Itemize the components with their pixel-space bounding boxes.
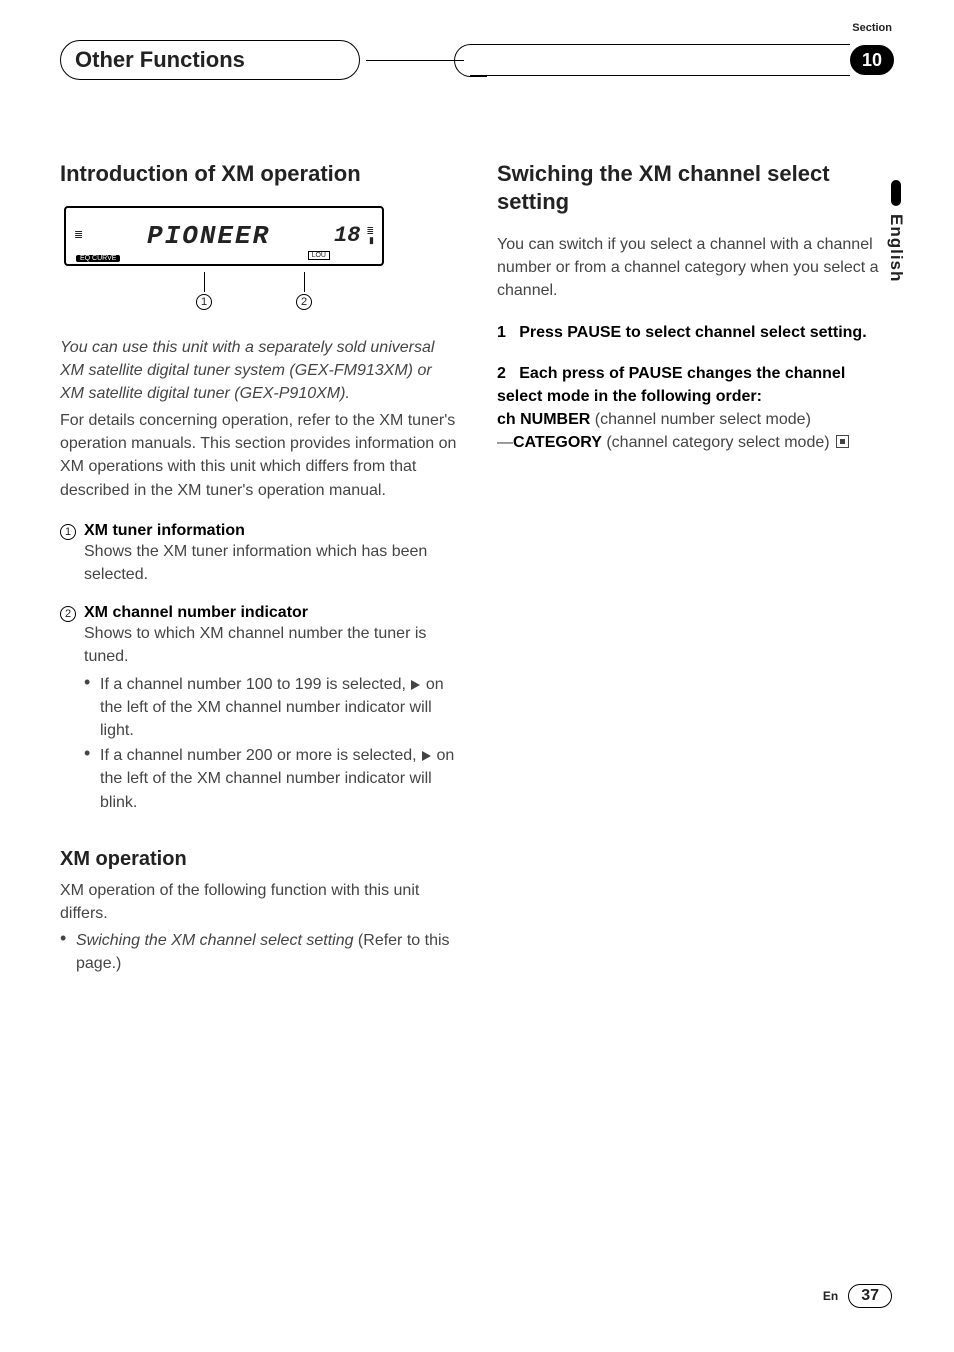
header-divider — [366, 60, 464, 61]
content-columns: Introduction of XM operation ≣ PIONEER 1… — [60, 160, 894, 975]
lcd-right-icons: ≣▮ — [366, 227, 374, 245]
footer-page-number: 37 — [848, 1284, 892, 1308]
header-title: Other Functions — [75, 47, 245, 72]
left-column: Introduction of XM operation ≣ PIONEER 1… — [60, 160, 457, 975]
xmop-body: XM operation of the following function w… — [60, 879, 457, 925]
def-item-2: 2 XM channel number indicator Shows to w… — [60, 604, 457, 814]
xmop-bullet-list: Swiching the XM channel select setting (… — [60, 929, 457, 975]
def1-marker: 1 — [60, 524, 76, 540]
step2-text: Each press of PAUSE changes the channel … — [497, 365, 845, 405]
page-footer: En 37 — [823, 1284, 892, 1308]
play-icon — [422, 751, 431, 761]
footer-lang: En — [823, 1289, 838, 1303]
step2-line1: ch NUMBER (channel number select mode) — [497, 408, 894, 431]
lcd-display-illustration: ≣ PIONEER 18 ≣▮ EQ CURVE LOU — [64, 206, 384, 266]
intro-body-text: For details concerning operation, refer … — [60, 409, 457, 502]
page-header: Other Functions 10 — [60, 40, 894, 80]
step2-num: 2 — [497, 365, 506, 382]
section-number-badge: 10 — [850, 45, 894, 75]
def2-bullet-2: If a channel number 200 or more is selec… — [84, 744, 457, 814]
category-label: CATEGORY — [513, 434, 602, 451]
lcd-main-text: PIONEER — [89, 221, 328, 251]
callout-2-num: 2 — [296, 294, 312, 310]
lcd-eq-label: EQ CURVE — [76, 255, 120, 262]
dash: — — [497, 434, 513, 451]
intro-italic-text: You can use this unit with a separately … — [60, 336, 457, 406]
language-tab-bar — [891, 180, 901, 206]
header-right-curve — [470, 44, 850, 76]
definition-list: 1 XM tuner information Shows the XM tune… — [60, 522, 457, 814]
def-item-1: 1 XM tuner information Shows the XM tune… — [60, 522, 457, 586]
xmop-bullet: Swiching the XM channel select setting (… — [60, 929, 457, 975]
step-1: 1 Press PAUSE to select channel select s… — [497, 321, 894, 344]
heading-xm-operation: XM operation — [60, 848, 457, 871]
lcd-callouts: 1 2 — [64, 272, 384, 310]
def2-marker: 2 — [60, 606, 76, 622]
lcd-lou-label: LOU — [308, 251, 330, 260]
section-label: Section — [852, 22, 892, 34]
def1-title: XM tuner information — [84, 522, 245, 540]
step-2: 2 Each press of PAUSE changes the channe… — [497, 362, 894, 455]
callout-1-num: 1 — [196, 294, 212, 310]
right-column: Swiching the XM channel select setting Y… — [497, 160, 894, 975]
step1-text: Press PAUSE to select channel select set… — [519, 324, 866, 341]
heading-switching: Swiching the XM channel select setting — [497, 160, 894, 215]
def2-bullets: If a channel number 100 to 199 is select… — [84, 673, 457, 814]
callout-2: 2 — [296, 272, 312, 310]
lcd-left-icons: ≣ — [74, 230, 83, 241]
def2-bullet-1: If a channel number 100 to 199 is select… — [84, 673, 457, 743]
ch-number-label: ch NUMBER — [497, 411, 590, 428]
language-label: English — [886, 214, 906, 282]
ch-number-tail: (channel number select mode) — [590, 411, 811, 428]
category-tail: (channel category select mode) — [602, 434, 834, 451]
def2-title: XM channel number indicator — [84, 604, 308, 622]
heading-intro-xm: Introduction of XM operation — [60, 160, 457, 188]
step1-num: 1 — [497, 324, 506, 341]
callout-1: 1 — [196, 272, 212, 310]
header-title-pill: Other Functions — [60, 40, 360, 80]
play-icon — [411, 680, 420, 690]
xmop-bullet-italic: Swiching the XM channel select setting — [76, 932, 353, 949]
language-tab: English — [886, 180, 906, 282]
def2-body: Shows to which XM channel number the tun… — [84, 622, 457, 668]
step2-line2: —CATEGORY (channel category select mode) — [497, 431, 894, 454]
def1-body: Shows the XM tuner information which has… — [84, 540, 457, 586]
switch-body: You can switch if you select a channel w… — [497, 233, 894, 303]
lcd-channel-number: 18 — [334, 223, 360, 248]
end-mark-icon — [836, 435, 849, 448]
